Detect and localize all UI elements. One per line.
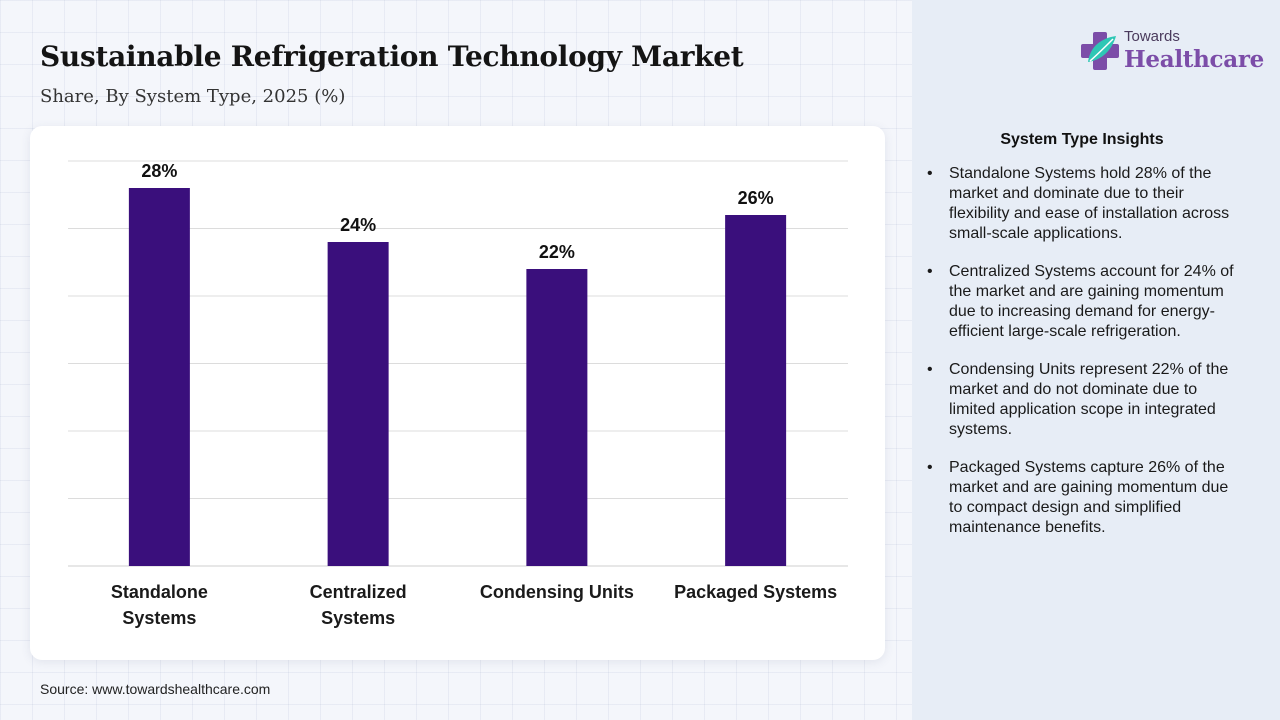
bar-chart: 28% Standalone Systems 24% Centralized System… — [68, 160, 848, 628]
insight-item: Packaged Systems capture 26% of the mark… — [927, 458, 1245, 538]
chart-card: 28% Standalone Systems 24% Centralized System… — [30, 126, 885, 660]
page-title: Sustainable Refrigeration Technology Mar… — [40, 40, 744, 73]
source-note: Source: www.towardshealthcare.com — [40, 681, 271, 697]
insight-item: Condensing Units represent 22% of the ma… — [927, 360, 1245, 440]
logo-text-main: Healthcare — [1124, 46, 1265, 73]
medical-cross-leaf-icon — [1081, 32, 1119, 70]
data-label: 22% — [539, 242, 575, 262]
bar — [128, 188, 190, 566]
category-label: Packaged Systems — [674, 582, 837, 602]
bar — [327, 242, 389, 566]
bar — [526, 269, 588, 566]
category-label: Systems — [122, 608, 196, 628]
category-label: Condensing Units — [480, 582, 634, 602]
brand-logo: Towards Healthcare — [1080, 26, 1264, 78]
category-label: Standalone — [111, 582, 208, 602]
bar — [725, 215, 787, 566]
data-label: 28% — [141, 161, 177, 181]
category-label: Centralized — [310, 582, 407, 602]
data-label: 24% — [340, 215, 376, 235]
insight-item: Standalone Systems hold 28% of the marke… — [927, 164, 1245, 244]
page-subtitle: Share, By System Type, 2025 (%) — [40, 86, 346, 107]
insight-item: Centralized Systems account for 24% of t… — [927, 262, 1245, 342]
insights-title: System Type Insights — [1000, 131, 1164, 148]
category-label: Systems — [321, 608, 395, 628]
insights-list: Standalone Systems hold 28% of the marke… — [927, 164, 1245, 556]
logo-text-top: Towards — [1124, 28, 1180, 45]
data-label: 26% — [738, 188, 774, 208]
